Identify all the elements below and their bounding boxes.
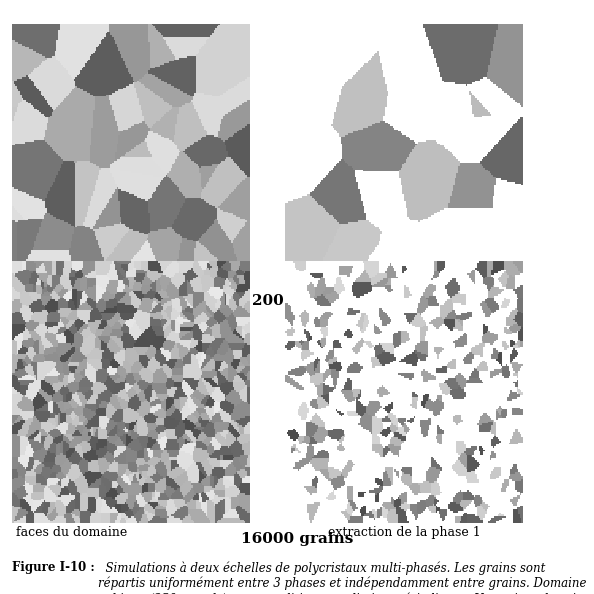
Text: extraction de la phase 1: extraction de la phase 1 <box>327 526 481 539</box>
Text: 200 grains: 200 grains <box>251 294 343 308</box>
Text: faces du domaine: faces du domaine <box>15 526 127 539</box>
Text: 16000 grains: 16000 grains <box>241 532 353 546</box>
Text: Figure I-10 :: Figure I-10 : <box>12 561 94 574</box>
Text: Simulations à deux échelles de polycristaux multi-phasés. Les grains sont répart: Simulations à deux échelles de polycrist… <box>98 561 586 594</box>
